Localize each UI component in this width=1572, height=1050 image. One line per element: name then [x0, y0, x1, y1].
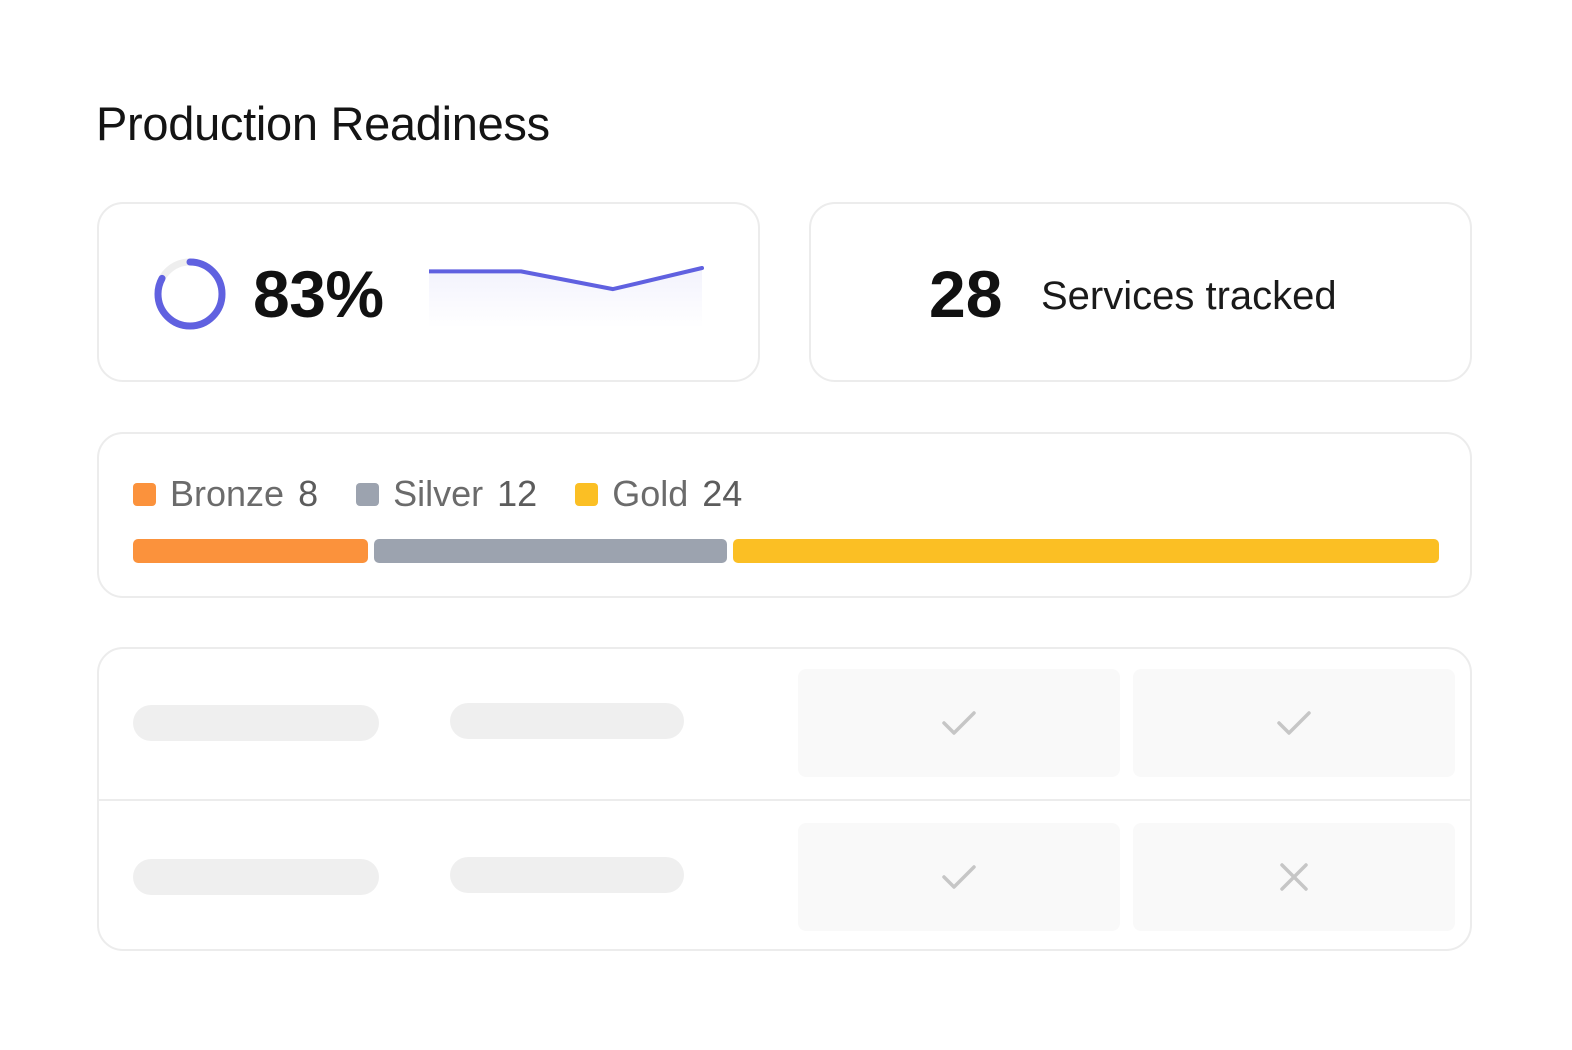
- tier-bar-segment-bronze: [133, 539, 369, 563]
- legend-count: 24: [702, 473, 743, 514]
- cross-icon: [1280, 863, 1308, 891]
- readiness-sparkline-line: [429, 266, 704, 292]
- services-card: 28 Services tracked: [809, 202, 1472, 382]
- readiness-card: 83%: [97, 202, 760, 382]
- check-cell: [798, 669, 1120, 777]
- legend-item-gold: Gold 24: [575, 473, 742, 515]
- readiness-donut: [154, 258, 226, 330]
- services-label: Services tracked: [1041, 274, 1337, 318]
- tier-distribution-card: Bronze 8 Silver 12 Gold 24: [97, 432, 1472, 598]
- check-cell: [798, 823, 1120, 931]
- skeleton-placeholder: [133, 859, 379, 895]
- table-row[interactable]: [99, 649, 1470, 799]
- readiness-donut-arc: [154, 258, 226, 330]
- legend-label: Silver: [393, 473, 484, 514]
- check-cell: [1133, 669, 1455, 777]
- skeleton-placeholder: [450, 857, 684, 893]
- legend-count: 12: [497, 473, 538, 514]
- checklist-table: [97, 647, 1472, 951]
- skeleton-placeholder: [450, 703, 684, 739]
- page-title: Production Readiness: [96, 97, 550, 150]
- table-row[interactable]: [99, 799, 1470, 949]
- legend-label: Gold: [612, 473, 689, 514]
- skeleton-placeholder: [133, 705, 379, 741]
- tier-bar-segment-silver: [374, 539, 728, 563]
- bronze-swatch: [133, 482, 156, 506]
- tier-bar: [133, 539, 1439, 563]
- gold-swatch: [575, 482, 599, 506]
- check-icon: [942, 711, 976, 735]
- legend-item-bronze: Bronze 8: [133, 473, 318, 515]
- readiness-sparkline-area: [429, 268, 702, 328]
- readiness-value: 83%: [253, 257, 384, 331]
- check-icon: [1277, 711, 1311, 735]
- legend-item-silver: Silver 12: [356, 473, 537, 515]
- tier-bar-segment-gold: [733, 539, 1439, 563]
- check-icon: [942, 865, 976, 889]
- legend-count: 8: [298, 473, 319, 514]
- services-count: 28: [929, 257, 1003, 331]
- silver-swatch: [356, 482, 380, 506]
- legend-label: Bronze: [170, 473, 285, 514]
- tier-legend: Bronze 8 Silver 12 Gold 24: [133, 472, 780, 516]
- readiness-sparkline: [429, 266, 704, 328]
- check-cell: [1133, 823, 1455, 931]
